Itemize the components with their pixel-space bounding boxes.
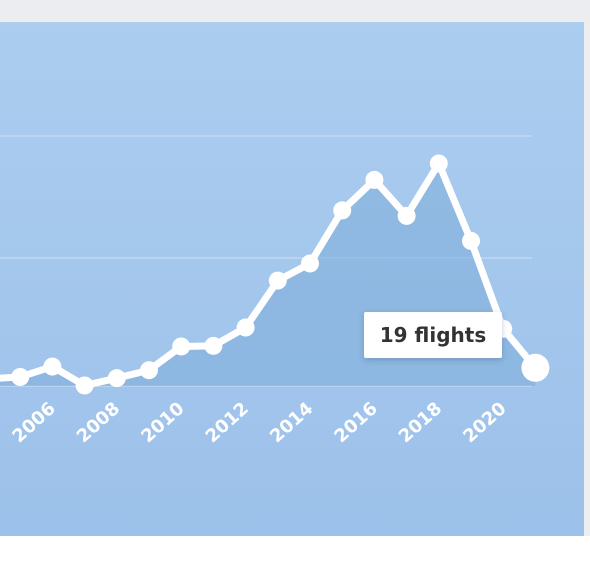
x-tick-label: 2010 [137,398,188,447]
data-point [268,271,287,290]
data-point [11,367,30,386]
data-point [172,337,191,356]
x-tick-label: 2006 [8,398,59,447]
top-strip [0,0,590,22]
footer-strip [0,536,590,564]
right-edge [584,22,590,536]
data-point [75,376,94,395]
x-tick-label: 2014 [266,398,317,447]
data-point [429,154,448,173]
x-tick-label: 2012 [202,398,253,447]
x-tick-label: 2020 [459,398,510,447]
x-tick-label: 2008 [73,398,124,447]
data-point [236,318,255,337]
tooltip-text: 19 flights [379,323,487,347]
data-point [365,170,384,189]
data-point [397,206,416,225]
data-point [521,353,550,382]
data-point [43,357,62,376]
data-point [301,254,319,273]
x-tick-labels: 2006 2008 2010 2012 2014 2016 2018 2020 [8,398,510,447]
x-tick-label: 2016 [330,398,381,447]
data-point [333,201,352,220]
data-point [204,336,223,355]
data-point [107,369,126,388]
tooltip: 19 flights [364,312,502,358]
data-point [140,361,158,380]
x-tick-label: 2018 [395,398,446,447]
data-point [462,231,480,250]
